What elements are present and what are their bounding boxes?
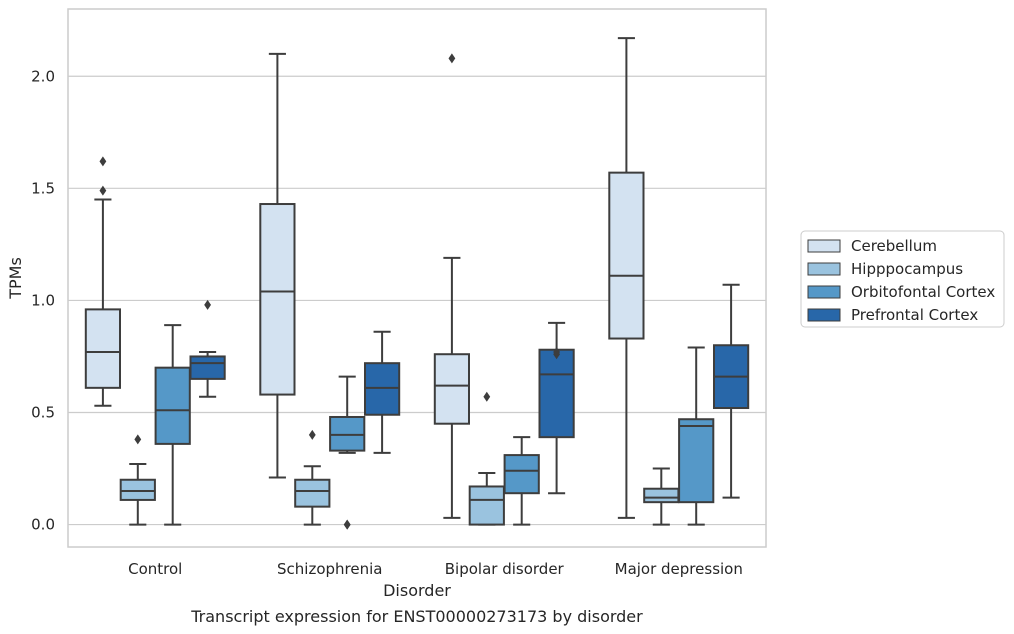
box [678, 418, 715, 504]
box [363, 362, 401, 416]
x-tick-label: Bipolar disorder [445, 560, 565, 578]
y-tick-label: 0.5 [31, 404, 55, 422]
box-0-3 [608, 37, 645, 519]
box-3-3 [712, 283, 750, 499]
box [433, 353, 471, 425]
y-axis-ticks: 0.0 0.5 1.0 1.5 2.0 [31, 67, 55, 533]
legend-label: Hipppocampus [851, 260, 963, 278]
box [154, 366, 191, 445]
box [643, 487, 680, 504]
outlier-point [99, 156, 107, 167]
box-1-1 [294, 429, 331, 526]
box [84, 308, 122, 389]
y-tick-label: 1.5 [31, 179, 55, 197]
box [503, 454, 540, 495]
box [294, 478, 331, 508]
box-1-0 [119, 434, 156, 526]
outlier-point [134, 434, 142, 445]
box [468, 485, 505, 526]
box-2-3 [678, 346, 715, 526]
legend: Cerebellum Hipppocampus Orbitofontal Corte… [800, 230, 1005, 328]
y-tick-label: 2.0 [31, 67, 55, 85]
box-1-3 [643, 467, 680, 526]
outlier-point [448, 53, 456, 64]
x-tick-label: Major depression [615, 560, 743, 578]
box-plots [84, 37, 750, 530]
y-tick-label: 0.0 [31, 516, 55, 534]
box-2-1 [329, 375, 366, 530]
box-3-0 [189, 299, 226, 398]
y-tick-label: 1.0 [31, 291, 55, 309]
chart-caption: Transcript expression for ENST0000027317… [190, 607, 643, 626]
outlier-point [553, 346, 560, 357]
box-2-0 [154, 324, 191, 526]
box [538, 348, 575, 439]
box [119, 478, 156, 501]
outlier-point [308, 429, 316, 440]
box-0-2 [433, 53, 471, 519]
legend-label: Prefrontal Cortex [851, 306, 978, 324]
box-0-1 [259, 52, 296, 479]
x-tick-label: Control [128, 560, 182, 578]
box-3-2 [538, 321, 575, 495]
outlier-point [99, 185, 107, 196]
legend-label: Cerebellum [851, 237, 937, 255]
outlier-point [483, 391, 491, 402]
outlier-point [204, 299, 211, 310]
x-axis-ticks: Control Schizophrenia Bipolar disorder Majo… [128, 560, 743, 578]
box [259, 203, 296, 396]
box-2-2 [503, 436, 540, 526]
legend-frame [800, 230, 1005, 328]
x-tick-label: Schizophrenia [277, 560, 382, 578]
legend-swatch [807, 308, 841, 322]
box [329, 415, 366, 452]
box-1-2 [468, 391, 505, 526]
box [608, 171, 645, 340]
x-axis-label: Disorder [383, 581, 451, 600]
box-3-1 [363, 330, 401, 454]
box-0-0 [84, 156, 122, 407]
y-axis-label: TPMs [6, 257, 25, 300]
box [189, 355, 226, 380]
plot-frame [67, 8, 767, 548]
outlier-point [343, 519, 351, 530]
legend-swatch [807, 285, 841, 299]
legend-label: Orbitofontal Cortex [851, 283, 995, 301]
legend-swatch [807, 262, 841, 276]
legend-swatch [807, 239, 841, 253]
